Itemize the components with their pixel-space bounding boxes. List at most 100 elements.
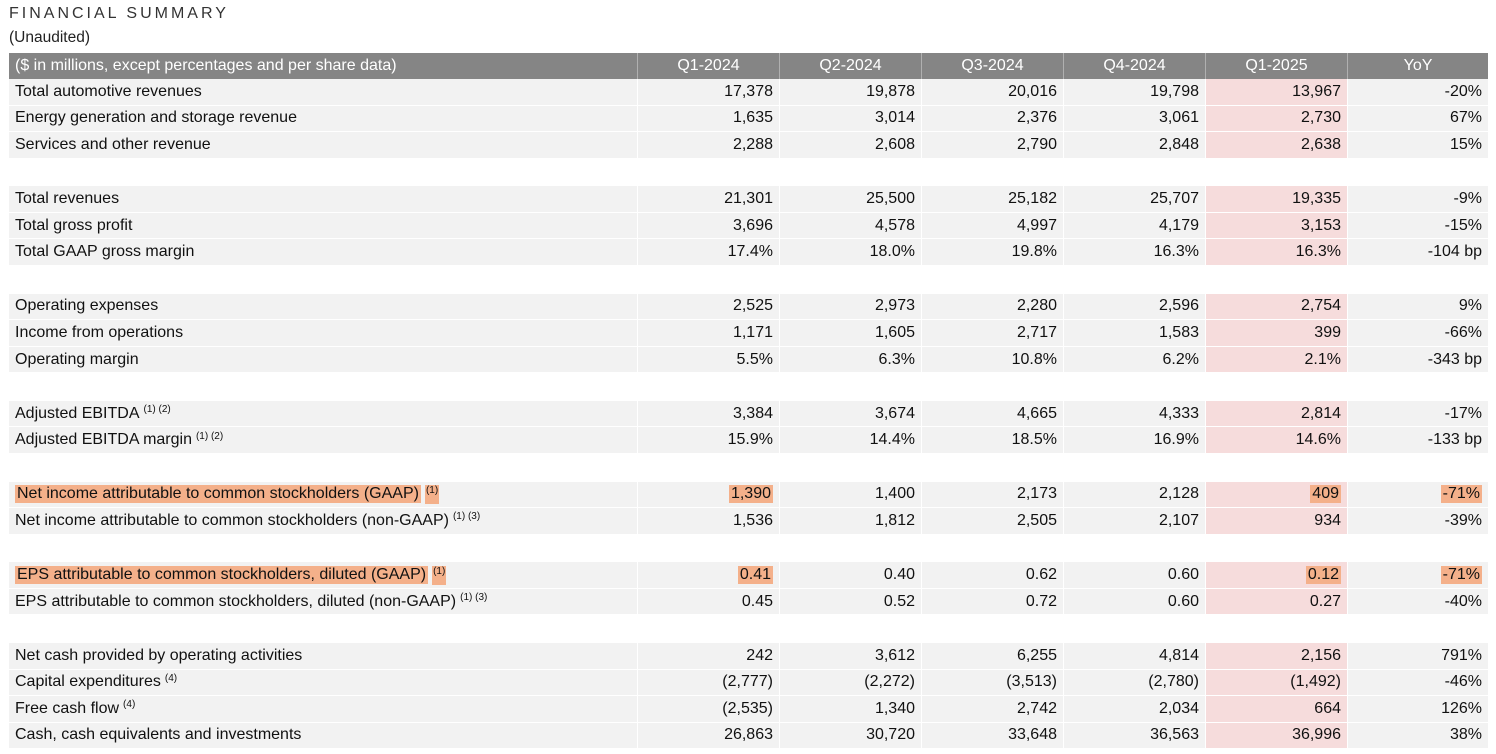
footnote-marker: (1) (3) — [452, 511, 481, 523]
cell-value: 0.52 — [883, 592, 915, 610]
row-label-text: Adjusted EBITDA margin — [15, 431, 192, 449]
row-label: Free cash flow (4) — [9, 696, 637, 723]
cell-value: -66% — [1444, 323, 1482, 341]
cell-value: 2,525 — [732, 297, 773, 315]
cell-q2-2024: 0.40 — [779, 562, 921, 589]
row-label: Adjusted EBITDA (1) (2) — [9, 400, 637, 428]
footnote-ref: (1) — [424, 484, 440, 504]
cell-q4-2024: 2,107 — [1063, 508, 1205, 535]
cell-q1-2024: 0.41 — [637, 562, 779, 589]
row-label: Total GAAP gross margin — [9, 239, 637, 267]
cell-q1-2024: (2,535) — [637, 696, 779, 723]
cell-value: 0.60 — [1167, 592, 1199, 610]
cell-value: 2,973 — [874, 297, 915, 315]
cell-value: 20,016 — [1008, 82, 1057, 100]
footnote-marker: (1) (2) — [143, 404, 171, 416]
cell-q3-2024: 2,717 — [921, 320, 1063, 347]
cell-value: 18.5% — [1011, 431, 1057, 449]
row-spacer — [9, 159, 1488, 187]
cell-q3-2024: 19.8% — [921, 239, 1063, 267]
cell-q1-2024: (2,777) — [637, 669, 779, 697]
cell-q3-2024: 6,255 — [921, 642, 1063, 670]
cell-q2-2024: 19,878 — [779, 79, 921, 106]
cell-q3-2024: 20,016 — [921, 79, 1063, 106]
cell-value: 2,156 — [1300, 646, 1341, 664]
cell-value: 17.4% — [727, 243, 773, 261]
cell-q1-2025: 409 — [1205, 481, 1347, 509]
cell-q1-2024: 242 — [637, 642, 779, 670]
row-label-text: Total revenues — [15, 190, 120, 208]
cell-value: 1,605 — [874, 323, 915, 341]
cell-q1-2024: 3,384 — [637, 400, 779, 428]
cell-q4-2024: 2,128 — [1063, 481, 1205, 509]
cell-q2-2024: 3,612 — [779, 642, 921, 670]
cell-yoy: -133 bp — [1347, 427, 1488, 455]
table-header-row: ($ in millions, except percentages and p… — [9, 53, 1488, 79]
row-label-text: Free cash flow — [15, 699, 120, 717]
footnote-marker: (1) — [433, 565, 446, 577]
cell-q1-2025: 0.12 — [1205, 562, 1347, 589]
row-label-text: Total GAAP gross margin — [15, 243, 195, 261]
cell-value: 0.12 — [1305, 566, 1341, 585]
cell-value: 1,390 — [728, 485, 773, 504]
cell-q3-2024: 2,173 — [921, 481, 1063, 509]
cell-value: 409 — [1310, 485, 1341, 504]
table-row: Net income attributable to common stockh… — [9, 481, 1488, 509]
cell-value: -71% — [1440, 485, 1482, 504]
cell-value: (2,777) — [722, 673, 773, 691]
row-label-text: Net income attributable to common stockh… — [15, 485, 421, 504]
cell-yoy: -20% — [1347, 79, 1488, 106]
cell-value: 19,878 — [866, 82, 915, 100]
cell-value: -133 bp — [1427, 431, 1482, 449]
cell-q2-2024: 0.52 — [779, 588, 921, 616]
cell-q4-2024: 16.3% — [1063, 239, 1205, 267]
cell-q1-2024: 2,288 — [637, 132, 779, 159]
cell-q3-2024: 2,280 — [921, 293, 1063, 321]
cell-value: 18.0% — [869, 243, 915, 261]
row-label: Income from operations — [9, 320, 637, 347]
cell-q3-2024: 4,997 — [921, 212, 1063, 240]
cell-q2-2024: 2,608 — [779, 132, 921, 159]
cell-value: 0.45 — [741, 592, 773, 610]
cell-value: 2,107 — [1158, 511, 1199, 529]
cell-q4-2024: 25,707 — [1063, 186, 1205, 213]
cell-q1-2024: 1,171 — [637, 320, 779, 347]
cell-value: 2,376 — [1016, 109, 1057, 127]
cell-q3-2024: (3,513) — [921, 669, 1063, 697]
column-header-q1-2024: Q1-2024 — [637, 53, 779, 79]
cell-q2-2024: 1,812 — [779, 508, 921, 535]
cell-q2-2024: 6.3% — [779, 346, 921, 374]
cell-value: 26,863 — [724, 726, 773, 744]
cell-q1-2024: 21,301 — [637, 186, 779, 213]
row-label: Cash, cash equivalents and investments — [9, 722, 637, 750]
row-label-text: Operating margin — [15, 350, 139, 368]
footnote-marker: (1) (3) — [460, 592, 488, 604]
cell-q2-2024: (2,272) — [779, 669, 921, 697]
cell-q3-2024: 0.72 — [921, 588, 1063, 616]
cell-q1-2025: 934 — [1205, 508, 1347, 535]
cell-yoy: -104 bp — [1347, 239, 1488, 267]
cell-value: -343 bp — [1427, 350, 1482, 368]
table-row: EPS attributable to common stockholders,… — [9, 588, 1488, 616]
cell-value: 3,384 — [732, 404, 773, 422]
cell-value: 38% — [1449, 726, 1482, 744]
row-label-text: Services and other revenue — [15, 135, 211, 153]
cell-yoy: 38% — [1347, 722, 1488, 750]
row-label: Net cash provided by operating activitie… — [9, 642, 637, 670]
cell-value: 19,798 — [1150, 82, 1199, 100]
footnote-marker: (4) — [123, 699, 136, 711]
cell-value: 14.6% — [1295, 431, 1341, 449]
cell-q4-2024: 4,333 — [1063, 400, 1205, 428]
cell-value: 242 — [746, 646, 773, 664]
row-label-text: Total gross profit — [15, 216, 133, 234]
table-row: Adjusted EBITDA (1) (2) 3,384 3,674 4,665 4,3… — [9, 400, 1488, 428]
row-spacer — [9, 373, 1488, 401]
cell-value: 1,812 — [874, 511, 915, 529]
cell-value: -9% — [1453, 190, 1482, 208]
cell-yoy: 67% — [1347, 105, 1488, 133]
cell-value: 0.72 — [1025, 592, 1057, 610]
cell-value: 934 — [1314, 511, 1341, 529]
cell-q4-2024: 3,061 — [1063, 105, 1205, 133]
row-label: Total gross profit — [9, 212, 637, 240]
table-row: Operating margin 5.5% 6.3% 10.8% 6.2% 2.1% -34… — [9, 346, 1488, 374]
